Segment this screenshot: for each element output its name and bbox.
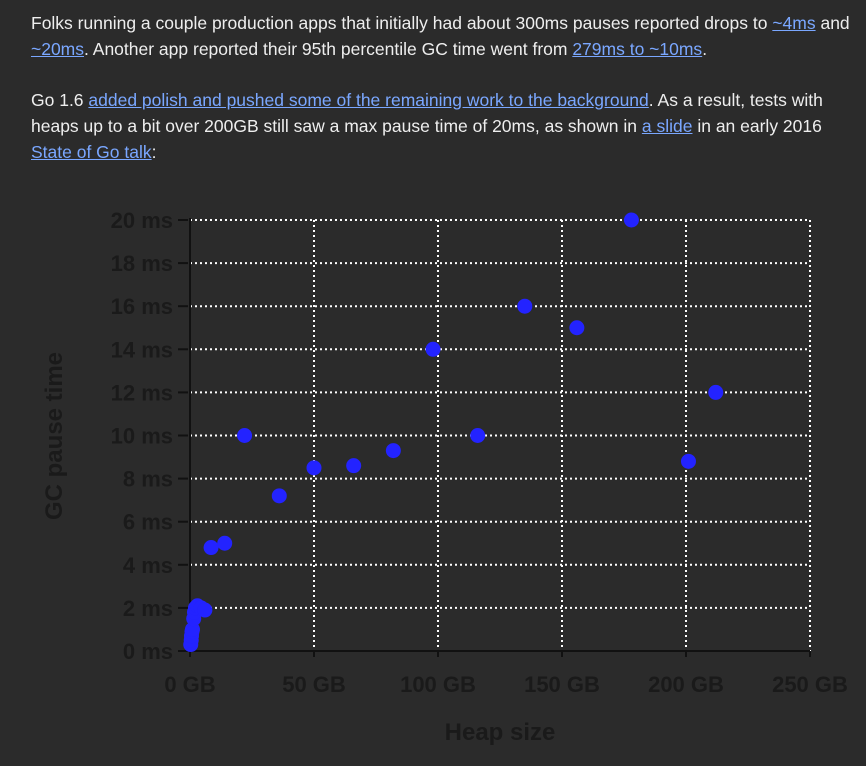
p1-text-2: and xyxy=(815,13,850,33)
data-point xyxy=(271,488,287,504)
link-20ms[interactable]: ~20ms xyxy=(31,39,85,59)
link-279ms-to-10ms[interactable]: 279ms to ~10ms xyxy=(572,39,703,59)
link-added-polish[interactable]: added polish and pushed some of the rema… xyxy=(88,90,649,110)
x-tick-label: 150 GB xyxy=(524,672,600,697)
y-tick-label: 8 ms xyxy=(123,467,173,492)
data-point xyxy=(197,602,213,618)
p2-text-1: Go 1.6 xyxy=(31,90,89,110)
y-tick-label: 20 ms xyxy=(111,208,173,233)
data-point xyxy=(623,212,639,228)
x-tick-label: 0 GB xyxy=(164,672,215,697)
y-tick-label: 16 ms xyxy=(111,294,173,319)
data-point xyxy=(217,535,233,551)
p2-text-3: in an early 2016 xyxy=(692,116,822,136)
x-axis-title: Heap size xyxy=(445,719,556,746)
p1-text-1: Folks running a couple production apps t… xyxy=(31,13,773,33)
y-axis-ticks: 0 ms 2 ms 4 ms 6 ms 8 ms 10 ms 12 ms 14 ms 16 ms… xyxy=(111,208,188,664)
data-point xyxy=(569,320,585,336)
y-tick-label: 12 ms xyxy=(111,380,173,405)
p1-text-3: . Another app reported their 95th percen… xyxy=(84,39,573,59)
data-point xyxy=(680,453,696,469)
data-point xyxy=(425,341,441,357)
data-point xyxy=(517,298,533,314)
y-tick-label: 14 ms xyxy=(111,337,173,362)
link-4ms[interactable]: ~4ms xyxy=(772,13,816,33)
link-a-slide[interactable]: a slide xyxy=(641,116,693,136)
data-point xyxy=(385,443,401,459)
y-tick-label: 10 ms xyxy=(111,424,173,449)
x-tick-label: 250 GB xyxy=(772,672,848,697)
x-tick-label: 200 GB xyxy=(648,672,724,697)
y-tick-label: 18 ms xyxy=(111,251,173,276)
p2-text-4: : xyxy=(151,142,157,162)
y-tick-label: 4 ms xyxy=(123,553,173,578)
chart-grid xyxy=(190,219,811,651)
gc-pause-scatter-chart: 0 ms 2 ms 4 ms 6 ms 8 ms 10 ms 12 ms 14 ms 16 ms… xyxy=(41,208,848,746)
paragraph-gc-results: Folks running a couple production apps t… xyxy=(31,10,851,62)
p2-text-2: . As a result, tests with heaps up to a … xyxy=(31,90,823,136)
paragraph-go16: Go 1.6 added polish and pushed some of t… xyxy=(31,87,851,165)
chart-frame xyxy=(189,218,810,652)
data-point xyxy=(708,384,724,400)
x-tick-label: 100 GB xyxy=(400,672,476,697)
y-axis-title: GC pause time xyxy=(41,352,68,520)
data-point xyxy=(237,428,253,443)
data-points xyxy=(183,212,724,653)
x-axis-ticks: 0 GB 50 GB 100 GB 150 GB 200 GB 250 GB xyxy=(164,651,848,697)
y-tick-label: 2 ms xyxy=(123,596,173,621)
data-point xyxy=(203,540,219,556)
link-state-of-go-talk[interactable]: State of Go talk xyxy=(31,142,152,162)
y-tick-label: 0 ms xyxy=(123,639,173,664)
y-tick-label: 6 ms xyxy=(123,510,173,535)
data-point xyxy=(306,460,322,476)
x-tick-label: 50 GB xyxy=(282,672,346,697)
data-point xyxy=(346,458,362,474)
p1-text-4: . xyxy=(702,39,708,59)
data-point xyxy=(470,428,486,443)
